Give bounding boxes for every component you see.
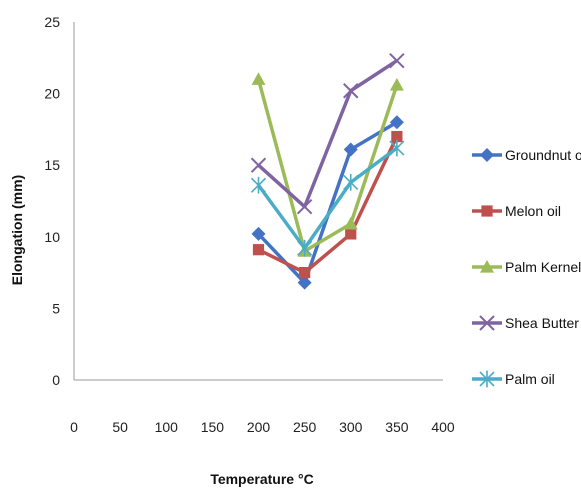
series — [252, 130, 403, 279]
data-point — [389, 139, 405, 157]
series-group — [250, 52, 405, 290]
y-tick-label: 15 — [44, 157, 60, 173]
y-tick-label: 10 — [44, 229, 60, 245]
series — [250, 139, 405, 257]
data-point — [343, 142, 358, 157]
x-tick-labels: 0 50 100 150 200 250 300 350 400 — [70, 419, 455, 435]
data-point — [343, 83, 359, 99]
legend: Groundnut oil Melon oil Palm Kernel oil She… — [472, 147, 581, 388]
data-point — [480, 260, 494, 273]
data-point — [250, 157, 267, 173]
data-point — [251, 72, 266, 85]
data-point — [250, 176, 267, 194]
series — [250, 52, 405, 215]
data-point — [297, 275, 312, 290]
data-point — [297, 239, 313, 257]
data-point — [296, 199, 313, 215]
legend-item: Shea Butter oil — [472, 315, 581, 331]
x-axis-title: Temperature °C — [210, 471, 313, 487]
data-point — [479, 370, 495, 388]
series-line — [257, 59, 398, 209]
data-point — [389, 115, 404, 130]
x-tick-label: 350 — [385, 419, 409, 435]
y-tick-labels: 0 5 10 15 20 25 — [44, 14, 60, 388]
legend-label: Shea Butter oil — [505, 315, 581, 331]
x-tick-label: 150 — [201, 419, 225, 435]
data-point — [299, 267, 311, 279]
series — [251, 72, 404, 257]
data-point — [345, 228, 357, 240]
series-line — [257, 135, 399, 275]
series-line — [256, 78, 399, 253]
data-point — [389, 52, 405, 69]
data-point — [391, 130, 403, 143]
data-point — [252, 244, 265, 256]
data-point — [479, 315, 495, 331]
x-tick-label: 400 — [431, 419, 455, 435]
data-point — [343, 173, 359, 191]
x-tick-label: 50 — [112, 419, 128, 435]
x-tick-label: 250 — [293, 419, 317, 435]
legend-item: Palm oil — [472, 370, 555, 388]
y-axis-title: Elongation (mm) — [9, 175, 25, 285]
x-tick-label: 200 — [247, 419, 271, 435]
x-tick-label: 0 — [70, 419, 78, 435]
y-tick-label: 20 — [44, 86, 60, 102]
legend-label: Palm Kernel oil — [505, 259, 581, 275]
series-line — [257, 146, 398, 251]
data-point — [480, 148, 494, 162]
data-point — [251, 226, 266, 241]
x-tick-label: 100 — [155, 419, 179, 435]
y-tick-label: 25 — [44, 14, 60, 30]
x-tick-label: 300 — [339, 419, 363, 435]
data-point — [481, 205, 493, 217]
data-point — [389, 78, 404, 91]
legend-item: Groundnut oil — [472, 147, 581, 163]
legend-item: Palm Kernel oil — [472, 259, 581, 275]
y-tick-label: 0 — [52, 372, 60, 388]
legend-label: Melon oil — [505, 203, 561, 219]
legend-item: Melon oil — [472, 203, 561, 219]
y-tick-label: 5 — [52, 300, 60, 316]
legend-label: Palm oil — [505, 371, 555, 387]
data-point — [343, 216, 358, 230]
legend-label: Groundnut oil — [505, 147, 581, 163]
